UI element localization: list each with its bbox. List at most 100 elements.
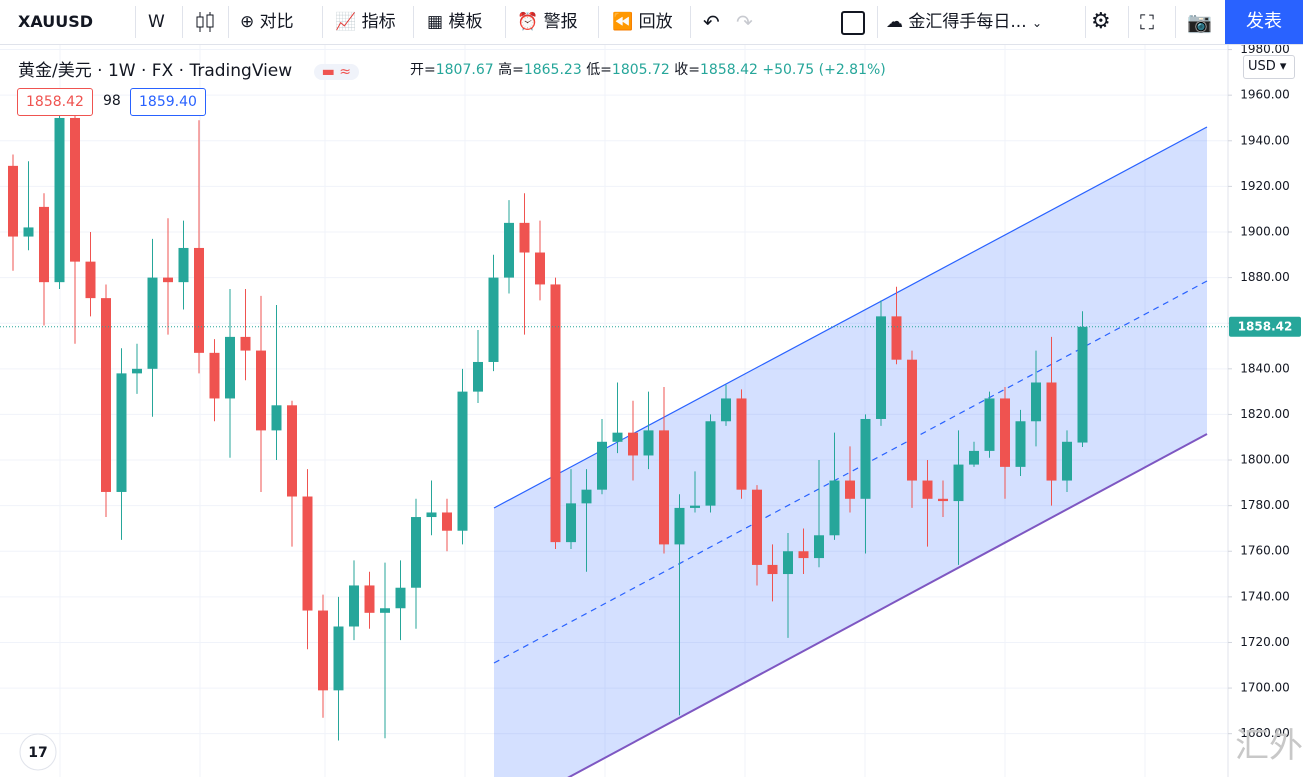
candle-body [39,206,49,283]
y-tick-label: 1940.00 [1240,133,1290,147]
toolbar-item[interactable]: ▦ 模板 [427,0,482,44]
y-tick-label: 1680.00 [1240,726,1290,740]
candle-body [969,450,979,465]
currency-select[interactable]: USD ▾ [1243,55,1295,79]
spread: 98 [103,93,121,109]
candle-body [907,359,917,481]
ohlc-value: 1858.42 [700,62,758,78]
screenshot[interactable]: 📷 [1187,10,1212,34]
candle-body [829,480,840,536]
channel-upper [493,126,1208,509]
publish-button[interactable]: 发表 [1225,0,1303,44]
layout-menu[interactable]: ☁ 金汇得手每日... ⌄ [886,0,1042,44]
separator [413,6,414,38]
label: 回放 [638,12,673,32]
candle-body [426,512,437,518]
legend-title: 黄金/美元 [18,61,92,81]
icon: ⏪ [612,12,634,32]
candle-body [8,165,18,237]
candle-body [504,222,514,278]
candle-body [23,227,34,237]
candle-body [798,551,809,559]
toolbar-item[interactable]: ⊕ 对比 [240,0,294,44]
separator [598,6,599,38]
candle-body [597,441,607,490]
redo[interactable]: ↷ [736,10,753,34]
candle-body [147,277,158,369]
candle-body [302,496,313,611]
candle-body [1062,441,1072,481]
candle-body [442,512,452,531]
svg-text:17: 17 [28,745,47,761]
candle-body [721,398,731,422]
ohlc-value: 1865.23 [523,62,582,78]
separator [1085,6,1086,38]
y-tick-label: 1880.00 [1240,270,1290,284]
icon: ▦ [427,12,444,32]
icon: ⊕ [240,12,255,32]
candle-body [380,608,390,613]
layout-name: 金汇得手每日... [908,12,1027,32]
candle-body [364,585,375,613]
price-axis: 1680.00 1700.00 1720.00 1740.00 1760.00 1780.… [1228,42,1301,740]
candle-body [333,626,344,691]
interval[interactable]: W [148,12,165,32]
candle-body [271,405,282,431]
candle-body [581,489,592,504]
separator [322,6,323,38]
candle-body [318,610,328,691]
legend-source: TradingView [189,61,293,81]
fullscreen[interactable]: ⛶ [1140,10,1154,34]
candle-body [488,277,499,362]
y-tick-label: 1820.00 [1240,407,1290,421]
candle-body [953,464,964,502]
candle-body [752,489,762,565]
candle-body [116,373,127,492]
toolbar-item[interactable]: ⏰ 警报 [517,0,578,44]
candle-body [256,350,266,431]
toolbar-item[interactable]: 📈 指标 [335,0,396,44]
y-tick-label: 1740.00 [1240,589,1290,603]
candle-body [194,247,204,353]
toolbar: XAUUSD W ⊕ 对比 📈 指标 ▦ 模板 ⏰ 警报 ⏪ 回放 ↶ ↷ ☁ … [0,0,1303,45]
candle-body [659,430,669,545]
status-pill[interactable]: ▬ ≈ [313,64,359,80]
separator [690,6,691,38]
candle-body [457,391,468,531]
legend-interval: 1W [107,61,136,81]
symbol[interactable]: XAUUSD [18,12,94,31]
candle-body [1000,398,1010,467]
separator [182,6,183,38]
sell-button[interactable]: 1858.42 [17,88,93,116]
icon: ☁ [886,12,903,32]
candle-body [612,432,623,442]
candle-body [566,503,576,543]
channel-lower [567,433,1208,777]
undo[interactable]: ↶ [703,10,720,34]
candle-body [101,298,111,492]
label: 模板 [448,12,483,32]
candle-body [395,587,406,609]
candle-body [473,361,483,392]
separator [877,6,878,38]
candle-body [132,368,142,374]
buy-button[interactable]: 1859.40 [130,88,206,116]
candle-body [674,507,685,545]
settings[interactable]: ⚙ [1091,9,1111,34]
icon: ⏰ [517,12,539,32]
candle-body [54,117,65,283]
candles [0,108,1228,741]
tv-logo: 17 [19,733,57,771]
candle-body [1046,382,1057,481]
layout-toggle[interactable] [841,11,865,35]
candle-body [1031,382,1041,422]
candle-body [240,336,251,351]
candle-icon[interactable] [194,10,216,34]
channel-mid [493,280,1208,664]
caret: ⌄ [1032,16,1043,30]
toolbar-item[interactable]: ⏪ 回放 [612,0,673,44]
label: 指标 [361,12,396,32]
watermark: 汇外网 [1235,726,1303,766]
label: 对比 [259,12,294,32]
